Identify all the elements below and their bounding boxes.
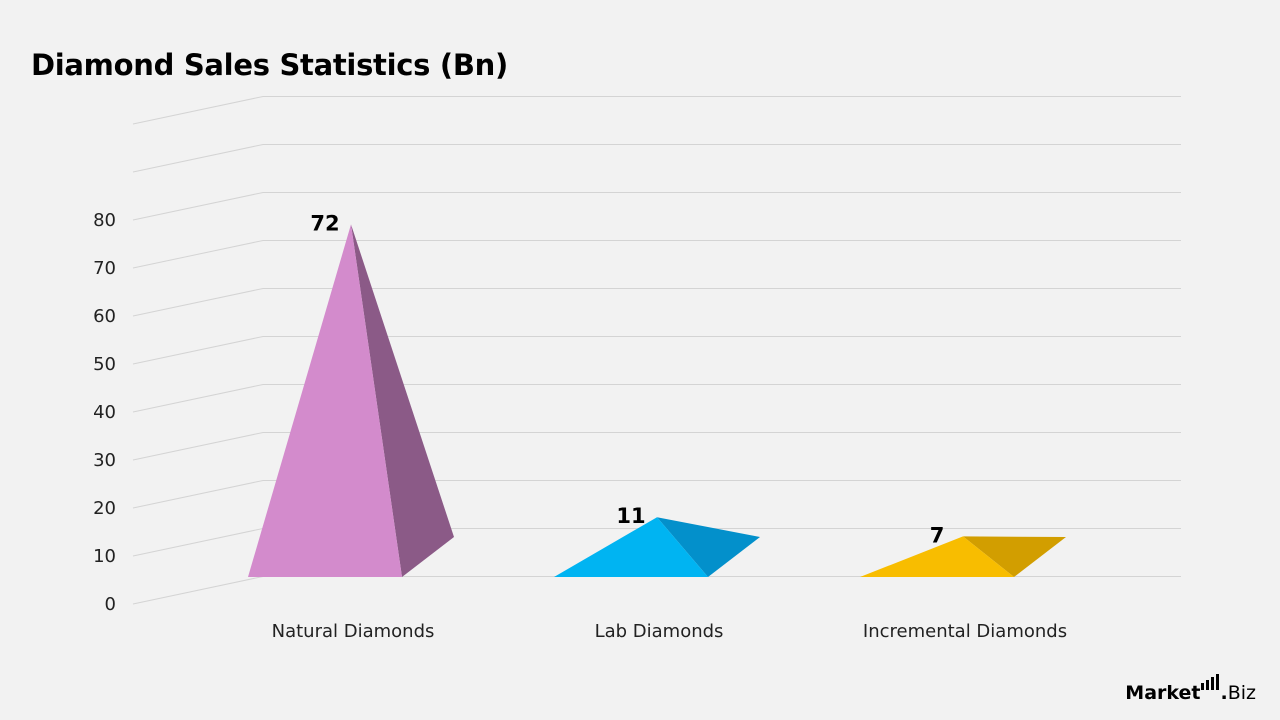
gridline-diagonal (132, 288, 264, 317)
chart-title: Diamond Sales Statistics (Bn) (31, 48, 508, 82)
gridline-diagonal (132, 192, 264, 221)
y-tick-label: 30 (93, 450, 116, 471)
data-labels: 72 11 7 (310, 211, 944, 547)
gridline-diagonal (132, 96, 264, 125)
chart-marks (248, 224, 1066, 577)
y-tick-label: 70 (93, 258, 116, 279)
gridline-diagonal (132, 144, 264, 173)
pyramid-front (554, 517, 708, 577)
pyramid-front (860, 536, 1014, 577)
y-tick-label: 50 (93, 354, 116, 375)
gridline-diagonal (132, 432, 264, 461)
data-label: 11 (616, 504, 645, 528)
y-tick-label: 40 (93, 402, 116, 423)
y-tick-label: 0 (105, 594, 116, 615)
y-axis-ticks: 0 10 20 30 40 50 60 70 80 (93, 210, 116, 615)
data-label: 72 (310, 211, 339, 235)
gridline-diagonal (132, 576, 264, 605)
y-tick-label: 10 (93, 546, 116, 567)
category-label: Incremental Diamonds (863, 621, 1067, 642)
pyramid-side (963, 536, 1066, 577)
gridline-diagonal (132, 336, 264, 365)
gridline-diagonal (132, 480, 264, 509)
pyramid-front (248, 224, 402, 577)
x-axis-categories: Natural Diamonds Lab Diamonds Incremental … (272, 621, 1067, 642)
logo-bars-icon (1201, 674, 1220, 690)
marketbiz-logo: Market . Biz (1125, 674, 1256, 704)
y-tick-label: 60 (93, 306, 116, 327)
pyramid-side (657, 517, 760, 577)
pyramid-side (351, 224, 454, 577)
y-tick-label: 80 (93, 210, 116, 231)
y-tick-label: 20 (93, 498, 116, 519)
category-label: Lab Diamonds (595, 621, 724, 642)
gridline-diagonal (132, 528, 264, 557)
gridline-diagonal (132, 240, 264, 269)
data-label: 7 (930, 523, 945, 547)
category-label: Natural Diamonds (272, 621, 435, 642)
gridline-diagonal (132, 384, 264, 413)
